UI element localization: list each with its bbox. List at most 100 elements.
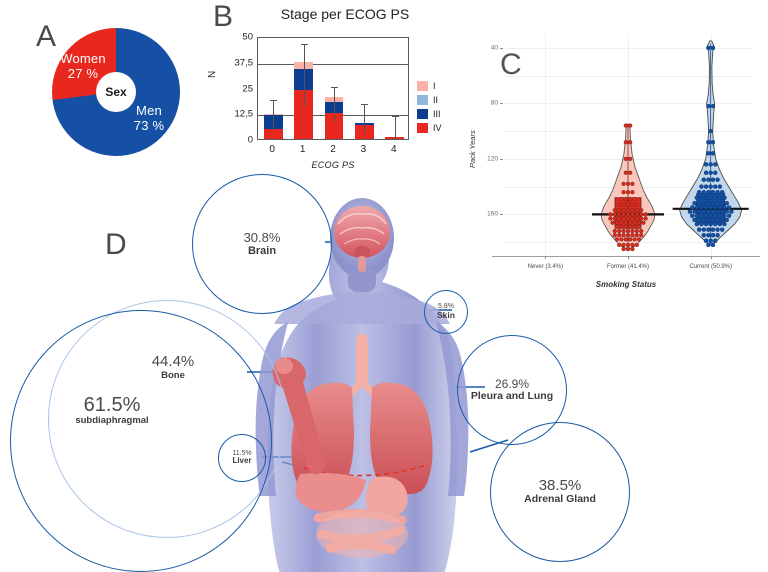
panel-b-legend-swatch — [417, 109, 428, 119]
panel-c-data-point — [625, 233, 631, 238]
panel-c-data-point — [623, 237, 628, 242]
panel-c-data-point — [708, 170, 713, 175]
panel-b-x-tick-label: 0 — [269, 144, 275, 155]
panel-c-data-point — [630, 202, 635, 207]
site-circle-liver[interactable]: 11.5% Liver — [218, 434, 266, 482]
panel-c-x-tick-mark — [628, 256, 629, 259]
site-circle-brain[interactable]: 30.8% Brain — [192, 174, 332, 314]
site-pct-skin: 5.8% — [438, 303, 454, 311]
panel-c-data-point — [639, 212, 644, 217]
body-arm-right — [436, 322, 469, 496]
panel-c-data-point — [621, 228, 626, 234]
panel-c-data-point — [715, 201, 720, 206]
panel-b-x-tick-label: 3 — [360, 144, 367, 155]
panel-c-data-point — [701, 217, 707, 223]
organ-liver — [295, 472, 366, 512]
panel-b-gridline-1 — [258, 63, 408, 65]
panel-c-data-point — [715, 232, 720, 238]
panel-b-legend-item[interactable]: II — [417, 94, 442, 106]
panel-c-data-point — [628, 220, 633, 225]
panel-c-data-point — [625, 212, 631, 217]
panel-c-data-point — [612, 233, 617, 238]
panel-c-data-point — [612, 212, 617, 217]
panel-c-data-point — [701, 177, 707, 182]
panel-c-data-point — [706, 242, 711, 248]
site-circle-skin[interactable]: 5.8% Skin — [424, 290, 468, 334]
panel-c-data-point — [639, 216, 644, 221]
panel-c-data-point — [699, 195, 704, 200]
panel-b-legend-item[interactable]: I — [417, 80, 442, 92]
panel-c-data-point — [710, 103, 716, 109]
panel-c-data-point — [630, 212, 635, 217]
panel-c-data-point — [630, 242, 635, 248]
panel-c-y-axis-label: Pack Years — [468, 130, 477, 168]
panel-c-data-point — [634, 242, 639, 248]
panel-c-data-point — [699, 184, 704, 189]
organ-trachea — [356, 334, 368, 386]
panel-c-data-point — [715, 217, 720, 223]
panel-b-legend-item[interactable]: III — [417, 108, 442, 120]
panel-c-data-point — [621, 216, 626, 221]
panel-c-data-point — [692, 217, 697, 223]
panel-c-data-point — [643, 212, 648, 217]
organ-bone-humerus — [272, 357, 326, 475]
panel-a-sex-pie: A Women 27 % Men 73 % Sex — [0, 0, 205, 180]
panel-c-data-point — [632, 220, 637, 225]
panel-c-data-point — [639, 228, 644, 234]
panel-c-data-point — [628, 123, 633, 128]
panel-c-data-point — [632, 237, 637, 242]
panel-c-data-point — [630, 190, 635, 195]
panel-c-data-point — [710, 201, 716, 206]
panel-c-data-point — [710, 209, 716, 214]
panel-b-y-ticks: 0 12,5 25 37,5 50 — [219, 32, 254, 146]
panel-c-data-point — [724, 209, 730, 214]
panel-c-data-point — [692, 209, 697, 214]
panel-c-data-point — [625, 181, 631, 187]
panel-c-data-point — [623, 140, 628, 145]
panel-c-data-point — [713, 205, 718, 210]
panel-c-data-point — [687, 209, 693, 214]
panel-c-data-point — [623, 220, 628, 225]
panel-c-data-point — [628, 224, 633, 230]
panel-c-data-point — [703, 213, 709, 219]
panel-b-bar-segment-i — [324, 96, 344, 102]
panel-b-legend-item[interactable]: IV — [417, 122, 442, 134]
panel-b-error-cap — [361, 103, 369, 105]
panel-c-data-point — [634, 216, 639, 221]
panel-c-data-point — [710, 242, 716, 248]
panel-c-data-point — [706, 217, 711, 223]
panel-c-data-point — [701, 201, 707, 206]
panel-c-data-point — [726, 205, 732, 210]
panel-c-data-point — [628, 196, 633, 202]
panel-c-pack-years-violin: C 160 120 80 40 Never (3.4%) Former (41.4%) C… — [462, 18, 768, 290]
panel-c-y-tick-label: 120 — [487, 155, 498, 163]
panel-b-legend-swatch — [417, 81, 428, 91]
panel-c-data-point — [608, 212, 613, 217]
panel-c-data-point — [614, 220, 620, 225]
panel-c-data-point — [621, 242, 626, 248]
site-name-adrenal: Adrenal Gland — [524, 493, 596, 506]
panel-c-y-tick-label: 40 — [490, 44, 498, 52]
panel-c-data-point — [617, 202, 622, 207]
panel-c-data-point — [715, 227, 720, 232]
site-label-subdiaphragmal: 61.5% subdiaphragmal — [42, 394, 182, 426]
organ-brain — [334, 206, 390, 272]
panel-c-data-point — [717, 213, 723, 219]
panel-c-data-point — [625, 216, 631, 221]
panel-c-data-point — [612, 216, 617, 221]
site-circle-adrenal-gland[interactable]: 38.5% Adrenal Gland — [490, 422, 630, 562]
panel-c-data-point — [630, 233, 635, 238]
panel-c-data-point — [710, 177, 716, 182]
panel-c-data-point — [706, 189, 711, 195]
panel-c-data-point — [710, 151, 716, 156]
panel-c-data-point — [706, 45, 711, 51]
panel-c-data-point — [708, 238, 713, 243]
donut-slice-name-women: Women — [60, 51, 106, 66]
panel-c-data-point — [708, 184, 713, 189]
panel-c-x-axis-line — [492, 256, 760, 257]
panel-c-data-point — [612, 208, 617, 213]
panel-c-data-point — [701, 227, 707, 232]
panel-c-data-point — [617, 212, 622, 217]
panel-c-data-point — [713, 184, 718, 189]
site-pct-adrenal: 38.5% — [538, 476, 582, 494]
